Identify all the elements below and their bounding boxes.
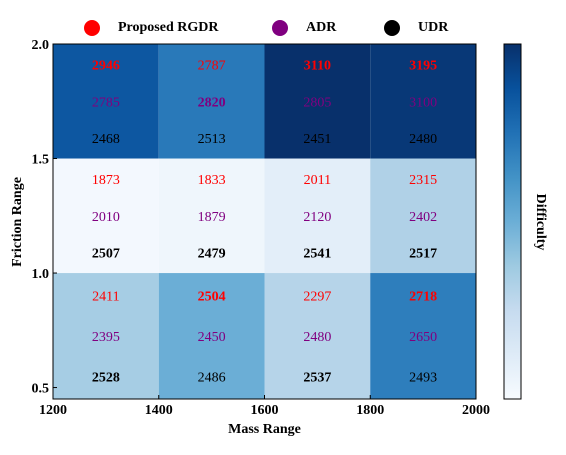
legend-item-udr: UDR xyxy=(384,17,448,39)
colorbar xyxy=(503,43,522,400)
legend-marker-proposed-rgdr xyxy=(84,20,100,36)
cell-value-proposed-rgdr: 2315 xyxy=(409,173,437,188)
cell-value-proposed-rgdr: 3110 xyxy=(304,59,331,74)
cell-value-udr: 2479 xyxy=(198,246,226,261)
cell-value-proposed-rgdr: 2787 xyxy=(198,59,226,74)
cell-value-adr: 2805 xyxy=(303,95,331,110)
cell-value-adr: 2480 xyxy=(303,330,331,345)
cell-value-proposed-rgdr: 2011 xyxy=(304,173,331,188)
cell-value-proposed-rgdr: 2411 xyxy=(92,290,119,305)
cell-value-udr: 2468 xyxy=(92,132,120,147)
heatmap-cell xyxy=(370,273,476,399)
cell-value-proposed-rgdr: 2504 xyxy=(198,290,226,305)
cell-value-udr: 2507 xyxy=(92,246,120,261)
cell-value-adr: 2010 xyxy=(92,210,120,225)
x-tick-label: 2000 xyxy=(462,403,490,418)
heatmap-cell xyxy=(264,273,371,399)
cell-value-udr: 2517 xyxy=(409,246,437,261)
heatmap-cell xyxy=(158,44,265,159)
cell-value-udr: 2528 xyxy=(92,370,120,385)
cell-value-udr: 2486 xyxy=(198,370,226,385)
cell-value-adr: 3100 xyxy=(409,95,437,110)
cell-value-adr: 2820 xyxy=(198,95,226,110)
cell-value-udr: 2493 xyxy=(409,370,437,385)
x-axis-label: Mass Range xyxy=(228,422,301,437)
cell-value-proposed-rgdr: 2297 xyxy=(303,290,331,305)
cell-value-proposed-rgdr: 2718 xyxy=(409,290,437,305)
heatmap-cell xyxy=(264,44,371,159)
legend-item-proposed-rgdr: Proposed RGDR xyxy=(84,17,218,39)
legend-marker-adr xyxy=(272,20,288,36)
y-tick-label: 0.5 xyxy=(32,382,50,397)
cell-value-udr: 2451 xyxy=(303,132,331,147)
cell-value-proposed-rgdr: 3195 xyxy=(409,59,437,74)
y-tick-label: 1.5 xyxy=(32,153,50,168)
cell-value-udr: 2541 xyxy=(303,246,331,261)
heatmap-cell xyxy=(264,158,371,274)
cell-value-adr: 2650 xyxy=(409,330,437,345)
legend-marker-udr xyxy=(384,20,400,36)
heatmap-cell xyxy=(370,158,476,274)
legend-label-udr: UDR xyxy=(418,20,449,35)
x-tick-label: 1800 xyxy=(356,403,384,418)
cell-value-udr: 2480 xyxy=(409,132,437,147)
cell-value-adr: 2785 xyxy=(92,95,120,110)
cell-value-proposed-rgdr: 1833 xyxy=(198,173,226,188)
colorbar-label: Difficulty xyxy=(533,194,548,251)
heatmap-cell xyxy=(53,158,159,274)
y-tick-label: 1.0 xyxy=(32,267,50,282)
heatmap-cell xyxy=(53,44,159,159)
legend-label-adr: ADR xyxy=(306,20,337,35)
x-tick-label: 1200 xyxy=(39,403,67,418)
x-tick-label: 1400 xyxy=(145,403,173,418)
cell-value-udr: 2537 xyxy=(303,370,331,385)
heatmap-cell xyxy=(53,273,159,399)
x-tick-label: 1600 xyxy=(251,403,279,418)
legend-item-adr: ADR xyxy=(272,17,336,39)
heatmap-cell xyxy=(158,158,265,274)
cell-value-adr: 2402 xyxy=(409,210,437,225)
heatmap-cell xyxy=(370,44,476,159)
cell-value-adr: 2395 xyxy=(92,330,120,345)
cell-value-proposed-rgdr: 1873 xyxy=(92,173,120,188)
cell-value-proposed-rgdr: 2946 xyxy=(92,59,120,74)
cell-value-adr: 1879 xyxy=(198,210,226,225)
y-tick-label: 2.0 xyxy=(32,38,50,53)
legend-label-proposed-rgdr: Proposed RGDR xyxy=(118,20,219,35)
cell-value-adr: 2120 xyxy=(303,210,331,225)
cell-value-udr: 2513 xyxy=(198,132,226,147)
cell-value-adr: 2450 xyxy=(198,330,226,345)
heatmap-cell xyxy=(158,273,265,399)
y-axis-label: Friction Range xyxy=(10,177,25,267)
